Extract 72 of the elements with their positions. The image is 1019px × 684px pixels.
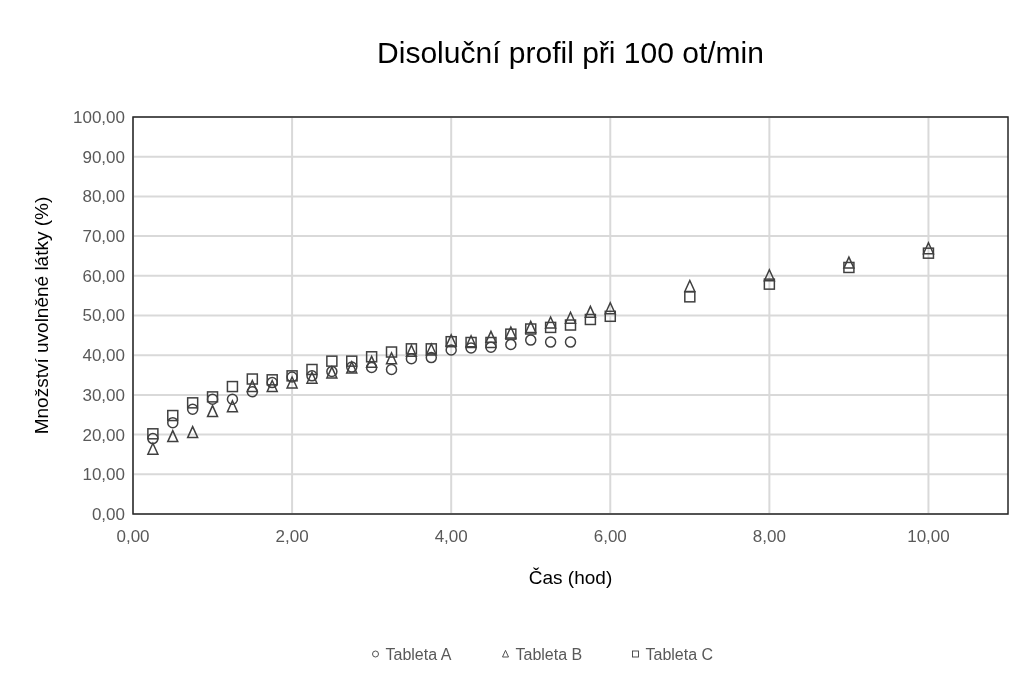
point [167,416,179,429]
x-axis-title: Čas (hod) [528,567,613,588]
point [286,376,298,389]
legend-label: Tableta A [385,645,452,663]
point [425,351,438,364]
point [385,346,398,358]
y-tick-label: 30,00 [82,385,125,405]
point [246,379,259,393]
point [604,310,617,323]
point [922,247,935,259]
point [226,380,239,393]
y-tick-label: 70,00 [82,227,125,247]
point [584,313,597,326]
point [564,319,577,331]
point [226,393,239,406]
point [147,428,159,440]
point [346,355,358,367]
point [564,311,577,325]
point [326,355,338,367]
point [505,338,517,351]
point [365,351,378,363]
point [147,432,159,445]
x-tick-label: 6,00 [593,527,627,546]
y-tick-label: 60,00 [82,266,125,286]
point [385,352,398,365]
y-tick-label: 10,00 [82,465,125,485]
point [147,442,159,456]
point [167,429,179,443]
point [604,302,617,315]
y-axis-title: Množství uvolněné látky (%) [31,196,52,435]
point [763,278,776,290]
point [524,334,537,346]
point [485,330,497,344]
point [246,373,259,385]
point [584,305,597,319]
y-tick-label: 0,00 [91,504,125,524]
point [186,425,199,439]
point [763,269,776,282]
point [186,403,199,415]
point [843,261,855,274]
chart-title: Disoluční profil při 100 ot/min [377,36,764,69]
x-tick-label: 4,00 [434,527,468,546]
y-tick-label: 40,00 [82,346,125,366]
point [544,316,557,329]
point [385,363,398,376]
point [186,397,199,409]
point [226,400,239,413]
y-tick-label: 100,00 [73,107,125,127]
point [365,355,378,369]
y-tick-label: 50,00 [82,306,125,326]
legend-label: Tableta B [515,645,583,663]
point [167,409,179,422]
point [684,279,696,293]
x-tick-label: 8,00 [752,527,786,546]
point [843,256,855,269]
point [206,404,219,418]
x-tick-label: 2,00 [275,527,309,546]
y-tick-label: 20,00 [82,425,125,445]
point [246,385,259,398]
point [684,291,696,303]
point [922,242,935,255]
point [485,336,497,349]
y-tick-label: 80,00 [82,187,125,207]
y-tick-label: 90,00 [82,147,125,167]
point [306,363,318,376]
point [266,379,278,393]
point [544,321,557,334]
legend-label: Tableta C [645,645,714,663]
point [564,336,577,348]
point [544,336,557,348]
x-tick-label: 0,00 [116,527,150,546]
x-tick-label: 10,00 [907,527,950,546]
